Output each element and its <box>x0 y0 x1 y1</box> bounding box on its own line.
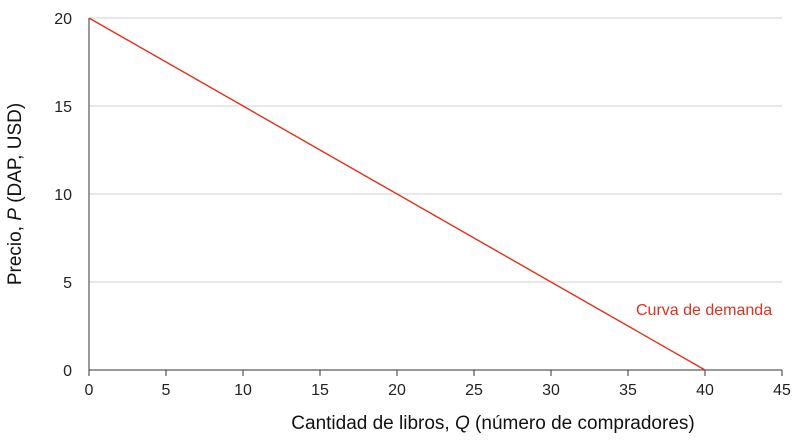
y-tick-label: 15 <box>54 99 72 116</box>
y-tick-label: 10 <box>54 187 72 204</box>
x-tick-label: 45 <box>773 382 791 399</box>
y-axis-label-prefix: Precio, <box>5 221 26 285</box>
x-tick-labels: 0 5 10 15 20 25 30 35 40 45 <box>85 370 791 399</box>
x-tick-label: 25 <box>465 382 483 399</box>
x-tick-label: 10 <box>234 382 252 399</box>
y-tick-label: 0 <box>63 363 72 380</box>
series <box>88 17 706 371</box>
x-tick-label: 0 <box>85 382 94 399</box>
x-tick-label: 30 <box>542 382 560 399</box>
x-tick-label: 35 <box>619 382 637 399</box>
x-tick-label: 5 <box>162 382 171 399</box>
x-axis-label-suffix: (número de compradores) <box>470 413 695 434</box>
x-tick-label: 40 <box>696 382 714 399</box>
demand-curve-line <box>88 17 706 371</box>
x-axis-label: Cantidad de libros, Q (número de comprad… <box>291 413 694 434</box>
grid-lines <box>89 17 782 283</box>
y-tick-label: 20 <box>54 11 72 28</box>
x-axis-label-variable: Q <box>455 413 470 434</box>
y-axis-label-suffix: (DAP, USD) <box>5 103 26 208</box>
y-axis-label-variable: P <box>5 208 26 221</box>
demand-curve-label: Curva de demanda <box>636 302 772 319</box>
y-tick-label: 5 <box>63 275 72 292</box>
x-tick-label: 15 <box>311 382 329 399</box>
y-tick-labels: 0 5 10 15 20 <box>54 11 72 380</box>
axes <box>88 18 782 371</box>
x-axis-label-prefix: Cantidad de libros, <box>291 413 455 434</box>
y-axis-label: Precio, P (DAP, USD) <box>5 103 26 285</box>
x-tick-label: 20 <box>388 382 406 399</box>
